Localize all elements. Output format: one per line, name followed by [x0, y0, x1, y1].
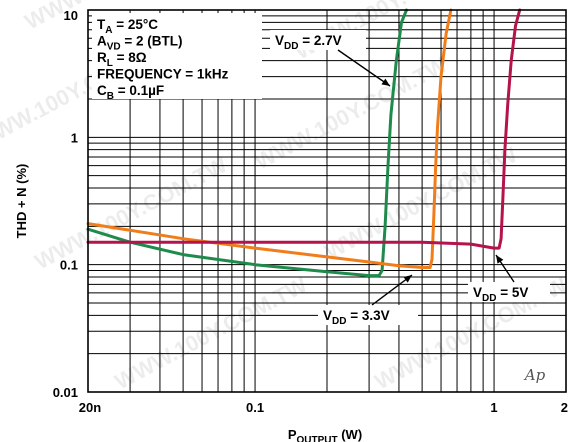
series-label-2: VDD = 3.3V: [323, 308, 390, 327]
condition-line-4: FREQUENCY = 1kHz: [97, 67, 229, 82]
condition-line-2: AVD = 2 (BTL): [97, 34, 183, 53]
y-tick-label: 1: [71, 130, 78, 145]
condition-line-1-main: T: [97, 17, 106, 32]
condition-line-5-rest: = 0.1µF: [114, 83, 164, 98]
logo-background: [518, 362, 552, 384]
condition-line-4-main: FREQUENCY = 1kHz: [97, 67, 229, 82]
x-axis-label-unit: (W): [338, 427, 363, 442]
y-tick-label: 0.1: [60, 258, 78, 273]
series-label-3: VDD = 5V: [473, 285, 528, 304]
condition-line-5: CB = 0.1µF: [97, 83, 164, 102]
x-axis-label-main: P: [288, 427, 297, 442]
x-axis-label: POUTPUT (W): [288, 427, 362, 442]
series-line-2: [86, 8, 453, 269]
condition-line-1-rest: = 25°C: [112, 17, 158, 32]
series-arrow-2: [371, 274, 413, 306]
x-tick-label: 2: [561, 400, 568, 415]
condition-line-2-sub: VD: [107, 42, 121, 53]
x-tick-label: 20n: [79, 400, 101, 415]
series-arrow-3-head: [496, 255, 504, 264]
series-line-1: [86, 8, 408, 278]
y-tick-label: 10: [64, 8, 78, 23]
condition-line-3-main: R: [97, 50, 107, 65]
series-label-2-sub: DD: [332, 316, 346, 327]
series-label-box-1: [270, 30, 366, 50]
series-arrow-2-head: [403, 275, 412, 283]
condition-line-3: RL = 8Ω: [97, 50, 147, 69]
series-layer: [86, 8, 522, 278]
x-tick-label: 0.1: [246, 400, 264, 415]
tick-labels: 20n 0.1 1 2 0.01 0.1 1 10 POUTPUT (W) THD + N (%): [14, 8, 568, 442]
x-axis-label-sub: OUTPUT: [297, 435, 338, 442]
condition-line-1-sub: A: [105, 25, 112, 36]
conditions-box: [92, 13, 262, 99]
y-tick-label: 0.01: [53, 385, 78, 400]
series-arrow-1: [337, 49, 391, 87]
series-label-1-main: V: [275, 33, 284, 48]
series-arrow-1-head: [381, 78, 390, 86]
condition-line-5-sub: B: [107, 91, 114, 102]
series-label-3-sub: DD: [482, 293, 496, 304]
series-label-2-rest: = 3.3V: [346, 308, 389, 323]
x-tick-label: 1: [490, 400, 497, 415]
watermark-text: WWW.100Y.COM.TW: [111, 272, 312, 395]
watermark-text: WWW.100Y.COM.TW: [251, 52, 452, 175]
series-label-3-rest: = 5V: [496, 285, 528, 300]
watermark-text: WWW.100Y.COM.TW: [321, 142, 522, 265]
series-line-3: [86, 8, 522, 250]
series-label-box-3: [468, 282, 550, 302]
plot-frame: [87, 9, 567, 393]
condition-line-2-rest: = 2 (BTL): [121, 34, 183, 49]
series-label-box-2: [318, 305, 418, 325]
condition-line-5-main: C: [97, 83, 107, 98]
ap-logo: Ap: [523, 366, 546, 384]
series-label-2-main: V: [323, 308, 332, 323]
series-label-3-main: V: [473, 285, 482, 300]
condition-line-3-rest: = 8Ω: [113, 50, 147, 65]
series-label-1-rest: = 2.7V: [298, 33, 341, 48]
y-axis-label: THD + N (%): [14, 164, 29, 239]
condition-line-2-main: A: [97, 34, 107, 49]
series-label-1: VDD = 2.7V: [275, 33, 342, 52]
condition-line-1: TA = 25°C: [97, 17, 158, 36]
condition-line-3-sub: L: [107, 58, 113, 69]
series-label-1-sub: DD: [284, 41, 298, 52]
